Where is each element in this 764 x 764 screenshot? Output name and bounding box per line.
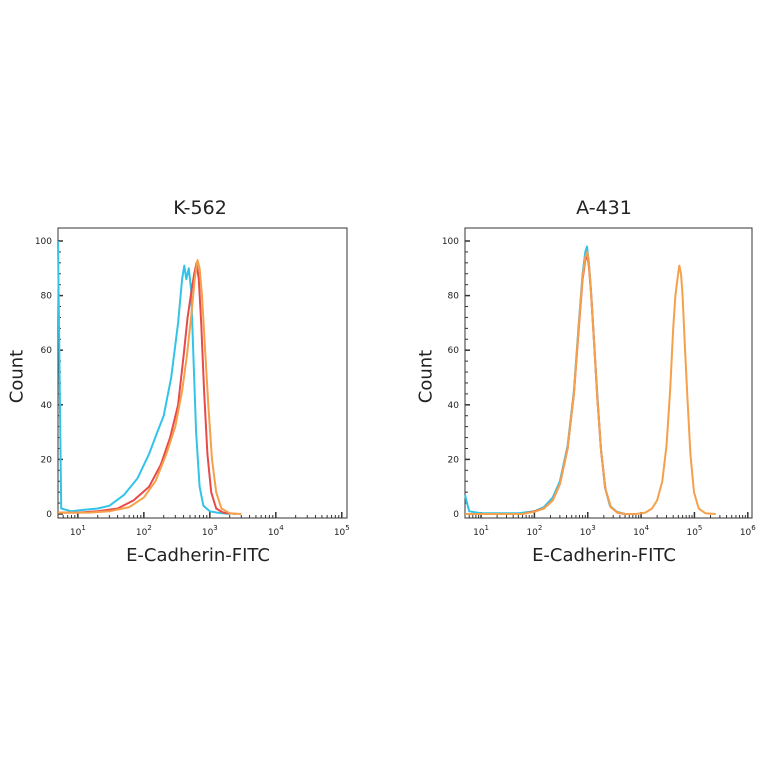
y-tick-label-a431: 100 <box>442 237 459 247</box>
y-tick-label-k562: 20 <box>41 455 53 465</box>
series-line-k562-2 <box>58 259 242 515</box>
x-axis-label-a431: E-Cadherin-FITC <box>532 545 676 566</box>
y-tick-label-k562: 60 <box>41 346 53 356</box>
x-tick-label-k562: 104 <box>268 524 284 538</box>
y-tick-label-k562: 100 <box>35 237 52 247</box>
y-tick-label-a431: 40 <box>448 401 460 411</box>
y-tick-label-a431: 60 <box>448 346 460 356</box>
plot-frame-k562 <box>57 227 348 519</box>
y-tick-label-a431: 80 <box>448 292 460 302</box>
x-tick-label-k562: 102 <box>136 524 152 538</box>
series-line-k562-0 <box>57 240 230 515</box>
chart-title-k562: K-562 <box>173 197 227 219</box>
x-tick-label-a431: 103 <box>580 524 596 538</box>
x-tick-label-a431: 102 <box>526 524 542 538</box>
y-tick-label-a431: 0 <box>453 510 459 520</box>
x-tick-label-k562: 101 <box>70 524 86 538</box>
x-axis-label-k562: E-Cadherin-FITC <box>126 545 270 566</box>
plot-frame-a431 <box>464 227 753 519</box>
x-tick-label-a431: 101 <box>473 524 489 538</box>
x-tick-label-k562: 105 <box>334 524 350 538</box>
y-tick-label-k562: 0 <box>46 510 52 520</box>
y-tick-label-k562: 80 <box>41 292 53 302</box>
series-line-k562-1 <box>58 261 237 515</box>
x-tick-label-a431: 105 <box>686 524 702 538</box>
series-line-a431-2 <box>465 250 716 515</box>
y-tick-label-k562: 40 <box>41 401 53 411</box>
x-tick-label-k562: 103 <box>202 524 218 538</box>
x-tick-label-a431: 106 <box>740 524 756 538</box>
x-tick-label-a431: 104 <box>633 524 649 538</box>
y-tick-label-a431: 20 <box>448 455 460 465</box>
series-line-a431-0 <box>464 245 626 515</box>
chart-title-a431: A-431 <box>576 197 632 219</box>
series-line-a431-1 <box>465 253 626 515</box>
